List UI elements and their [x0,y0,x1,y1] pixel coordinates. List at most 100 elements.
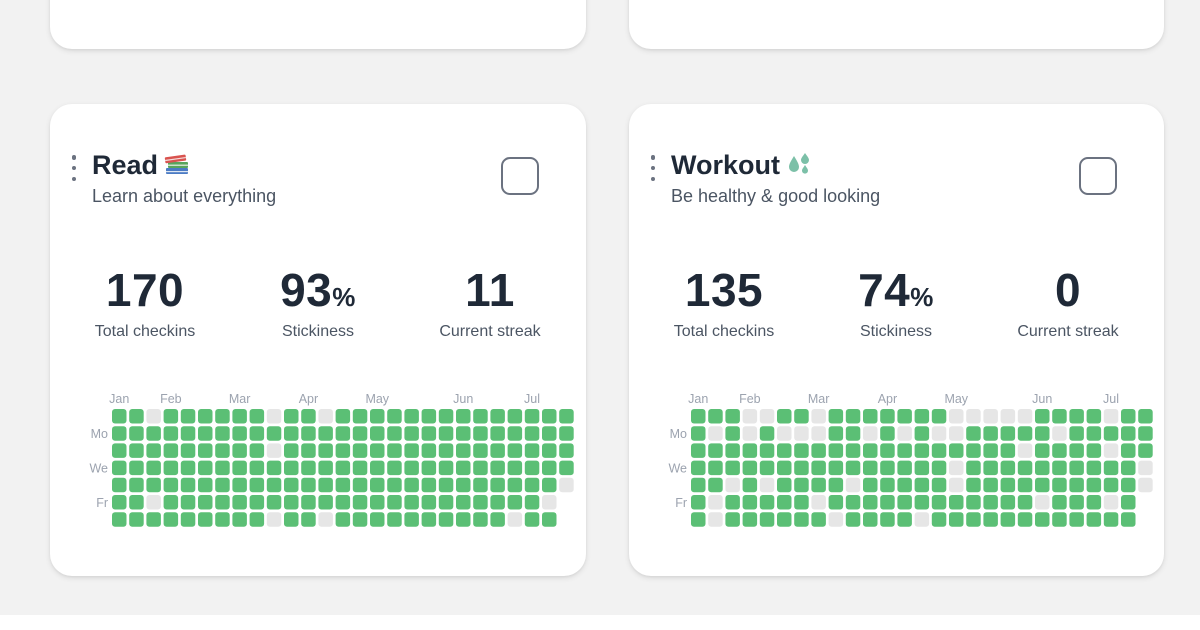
heatmap-cell-done [983,495,998,510]
heatmap-cell-done [759,426,775,441]
heatmap-cell-done [438,512,454,527]
heatmap-cell-done [880,477,895,493]
heatmap-cell-done [1121,512,1136,527]
heatmap-cell-done [456,512,471,527]
heatmap-cell-done [163,460,179,476]
heatmap-cell-done [914,443,930,458]
heatmap-cell-done [949,512,964,527]
stat-value: 74% [858,264,934,316]
heatmap-cell-done [198,495,213,510]
heatmap-cell-done [828,443,844,458]
heatmap-cell-done [914,477,930,493]
heatmap-cell-done [438,477,454,493]
heatmap-cell-done [473,443,488,458]
heatmap-cell-done [1086,460,1102,476]
heatmap-cell-done [966,495,981,510]
heatmap-cell-done [163,409,179,424]
heatmap-cell-done [1052,460,1067,476]
heatmap-cell-done [863,443,878,458]
heatmap-cell-done [983,512,998,527]
heatmap-cell-missed [146,495,161,510]
heatmap-cell-missed [318,512,333,527]
heatmap-cell-done [112,409,127,424]
heatmap-cell-done [1103,426,1119,441]
heatmap-cell-done [863,460,878,476]
heatmap-cell-done [708,477,723,493]
heatmap-cell-done [352,409,368,424]
heatmap-cell-done [1103,477,1119,493]
heatmap-cell-done [1103,460,1119,476]
stat-value: 170 [105,264,185,316]
heatmap-cell-done [1121,495,1136,510]
heatmap-cell-done [845,426,861,441]
heatmap-cell-done [146,426,161,441]
checkin-checkbox[interactable] [1079,157,1117,195]
heatmap-cell-done [507,443,523,458]
heatmap-cell-done [811,512,826,527]
heatmap-cell-done [352,512,368,527]
heatmap-cell-done [1000,512,1016,527]
stat-value: 135 [684,264,764,316]
heatmap-cell-missed [742,426,758,441]
heatmap-cell-done [983,426,998,441]
heatmap-cell-done [335,477,351,493]
month-label: Mar [808,392,830,406]
heatmap-cell-done [421,477,437,493]
heatmap-cell-done [198,409,213,424]
heatmap-cell-done [163,443,179,458]
weekday-label: We [89,461,108,475]
heatmap-cell-missed [266,443,282,458]
heatmap-cell-done [691,409,706,424]
heatmap-cell-missed [1035,495,1050,510]
heatmap-cell-done [352,495,368,510]
stat-label: Total checkins [94,323,196,340]
heatmap-cell-done [542,409,557,424]
heatmap-cell-done [880,460,895,476]
heatmap-cell-done [880,426,895,441]
month-label: May [944,392,968,406]
heatmap-cell-done [352,443,368,458]
heatmap-cell-done [794,443,809,458]
month-label: Mar [229,392,251,406]
heatmap-cell-done [370,460,385,476]
heatmap-cell-done [507,409,523,424]
heatmap-cell-done [456,409,471,424]
heatmap-cell-done [524,426,540,441]
heatmap-cell-done [146,460,161,476]
checkin-checkbox[interactable] [501,157,539,195]
heatmap-cell-done [129,495,144,510]
heatmap-cell-done [966,426,981,441]
heatmap-cell-done [473,460,488,476]
heatmap-cell-done [180,477,196,493]
heatmap-cell-done [949,443,964,458]
heatmap-cell-done [524,409,540,424]
heatmap-cell-done [215,495,230,510]
heatmap-cell-done [1035,443,1050,458]
drag-handle-icon[interactable] [649,155,657,181]
heatmap-cell-done [1000,426,1016,441]
heatmap-cell-missed [949,460,964,476]
heatmap-cell-done [914,426,930,441]
heatmap-cell-done [198,426,213,441]
heatmap-cell-done [404,426,419,441]
heatmap-cell-done [1086,477,1102,493]
heatmap-cell-done [387,477,402,493]
heatmap-cell-done [931,512,947,527]
heatmap-cell-done [1035,426,1050,441]
heatmap-cell-done [742,477,758,493]
heatmap-cell-done [691,512,706,527]
weekday-label: We [668,461,687,475]
heatmap-cell-done [318,460,333,476]
heatmap-cell-done [708,443,723,458]
heatmap-cell-done [473,409,488,424]
heatmap-cell-done [335,495,351,510]
drag-handle-icon[interactable] [70,155,78,181]
stat-value: 93% [280,264,356,316]
heatmap-cell-done [112,495,127,510]
heatmap-cell-done [691,443,706,458]
heatmap-cell-done [284,409,299,424]
heatmap-cell-missed [777,426,792,441]
stat-label: Stickiness [281,323,355,340]
heatmap-cell-done [198,460,213,476]
heatmap-cell-done [1086,495,1102,510]
